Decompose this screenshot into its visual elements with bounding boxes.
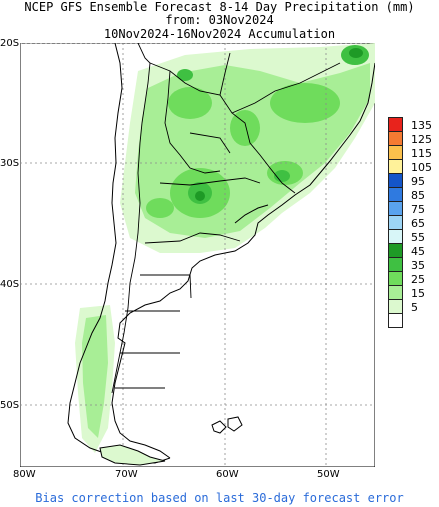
precip-45mm-area [195,48,363,201]
legend-swatch [388,243,403,258]
legend-swatch [388,285,403,300]
legend-label: 55 [411,231,425,244]
legend-label: 135 [411,119,432,132]
legend-label: 115 [411,147,432,160]
legend-swatch [388,215,403,230]
legend-label: 15 [411,287,425,300]
political-borders [111,43,341,394]
lat-label-40s: 40S [0,279,20,290]
legend-swatch [388,159,403,174]
legend-swatch [388,131,403,146]
precipitation-legend [388,117,403,328]
precip-25mm-area [146,83,340,218]
legend-swatch [388,201,403,216]
legend-swatch [388,313,403,328]
legend-label: 25 [411,273,425,286]
legend-label: 105 [411,161,432,174]
forecast-initial-date: from: 03Nov2024 [165,13,274,27]
lon-label-50w: 50W [317,469,340,480]
legend-label: 85 [411,189,425,202]
legend-swatch [388,173,403,188]
legend-label: 125 [411,133,432,146]
bias-correction-note: Bias correction based on last 30-day for… [35,491,404,505]
lon-label-80w: 80W [13,469,36,480]
legend-swatch [388,187,403,202]
legend-swatch [388,117,403,132]
legend-label: 45 [411,245,425,258]
falkland-islands [211,416,243,434]
legend-label: 95 [411,175,425,188]
coastline [67,43,375,464]
legend-swatch [388,229,403,244]
legend-label: 35 [411,259,425,272]
lat-label-50s: 50S [0,400,20,411]
legend-label: 75 [411,203,425,216]
legend-swatch [388,271,403,286]
rio-de-la-plata [234,204,269,224]
legend-swatch [388,145,403,160]
lat-label-20s: 20S [0,38,20,49]
map-title: NCEP GFS Ensemble Forecast 8-14 Day Prec… [24,0,415,14]
precipitation-map [20,43,375,467]
accumulation-period: 10Nov2024-16Nov2024 Accumulation [103,27,336,41]
lat-label-30s: 30S [0,158,20,169]
lon-label-60w: 60W [216,469,239,480]
tierra-del-fuego [99,444,166,466]
legend-label: 5 [411,301,418,314]
graticule [20,43,375,467]
legend-swatch [388,299,403,314]
legend-label: 65 [411,217,425,230]
lon-label-70w: 70W [115,469,138,480]
legend-swatch [388,257,403,272]
